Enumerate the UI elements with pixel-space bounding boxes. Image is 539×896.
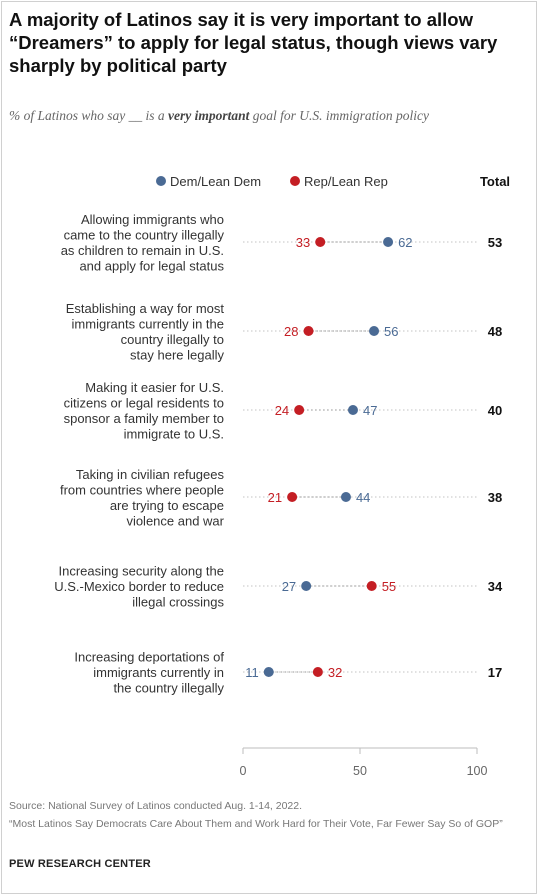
total-value-label: 48 <box>488 324 502 339</box>
dem-value-label: 27 <box>282 579 296 594</box>
category-label: Taking in civilian refugees <box>76 467 225 482</box>
category-label: immigrate to U.S. <box>124 426 224 441</box>
category-label: immigrants currently in the <box>72 316 224 331</box>
rep-value-label: 55 <box>382 579 396 594</box>
category-label: illegal crossings <box>132 595 224 610</box>
x-axis-tick-label: 0 <box>240 764 247 778</box>
rep-dot <box>315 237 326 247</box>
dem-dot <box>301 581 312 591</box>
category-label: Allowing immigrants who <box>81 212 224 227</box>
rep-value-label: 28 <box>284 324 298 339</box>
category-label: as children to remain in U.S. <box>61 243 224 258</box>
rep-value-label: 33 <box>296 235 310 250</box>
rep-dot <box>366 581 377 591</box>
dem-dot <box>347 405 358 415</box>
category-label: immigrants currently in <box>93 665 224 680</box>
category-label: Making it easier for U.S. <box>85 380 224 395</box>
legend-rep-marker <box>290 176 300 186</box>
dem-value-label: 62 <box>398 235 412 250</box>
category-label: country illegally to <box>121 332 224 347</box>
category-label: came to the country illegally <box>64 227 225 242</box>
rep-dot <box>287 492 298 502</box>
dem-value-label: 56 <box>384 324 398 339</box>
total-value-label: 53 <box>488 235 502 250</box>
source-note: Source: National Survey of Latinos condu… <box>9 800 303 812</box>
dem-value-label: 11 <box>245 665 259 680</box>
category-label: Establishing a way for most <box>66 301 225 316</box>
rep-value-label: 32 <box>328 665 342 680</box>
subtitle-text-end: goal for U.S. immigration policy <box>249 108 430 123</box>
rep-value-label: 24 <box>275 403 289 418</box>
report-title-note: “Most Latinos Say Democrats Care About T… <box>9 818 503 830</box>
x-axis-tick-label: 100 <box>467 764 488 778</box>
category-label: Increasing security along the <box>59 564 224 579</box>
chart-title: A majority of Latinos say it is very imp… <box>9 9 498 76</box>
legend-dem-label: Dem/Lean Dem <box>170 174 261 189</box>
rep-dot <box>312 667 323 677</box>
category-label: violence and war <box>126 513 224 528</box>
total-value-label: 38 <box>488 490 502 505</box>
total-value-label: 17 <box>488 665 502 680</box>
category-label: sponsor a family member to <box>64 411 224 426</box>
subtitle-emphasis: very important <box>168 108 250 123</box>
category-label: U.S.-Mexico border to reduce <box>54 579 224 594</box>
category-label: and apply for legal status <box>79 258 224 273</box>
x-axis-tick-label: 50 <box>353 764 367 778</box>
category-label: are trying to escape <box>110 498 224 513</box>
rep-dot <box>294 405 305 415</box>
total-value-label: 40 <box>488 403 502 418</box>
dem-value-label: 44 <box>356 490 370 505</box>
dem-dot <box>340 492 351 502</box>
rep-value-label: 21 <box>268 490 282 505</box>
category-label: stay here legally <box>130 347 224 362</box>
subtitle-text: % of Latinos who say __ is a <box>9 108 169 123</box>
dem-value-label: 47 <box>363 403 377 418</box>
dem-dot <box>369 326 380 336</box>
dem-dot <box>383 237 394 247</box>
category-label: Increasing deportations of <box>74 650 224 665</box>
rep-dot <box>303 326 314 336</box>
total-value-label: 34 <box>488 579 503 594</box>
pew-research-logo: PEW RESEARCH CENTER <box>9 858 151 870</box>
chart-subtitle: % of Latinos who say __ is a very import… <box>9 106 529 125</box>
category-label: from countries where people <box>60 482 224 497</box>
legend-rep-label: Rep/Lean Rep <box>304 174 388 189</box>
legend-dem-marker <box>156 176 166 186</box>
total-column-header: Total <box>480 174 510 189</box>
dem-dot <box>263 667 274 677</box>
category-label: citizens or legal residents to <box>64 395 224 410</box>
category-label: the country illegally <box>113 681 224 696</box>
dot-plot-chart: Dem/Lean Dem Rep/Lean Rep Total Allowing im… <box>54 174 510 778</box>
